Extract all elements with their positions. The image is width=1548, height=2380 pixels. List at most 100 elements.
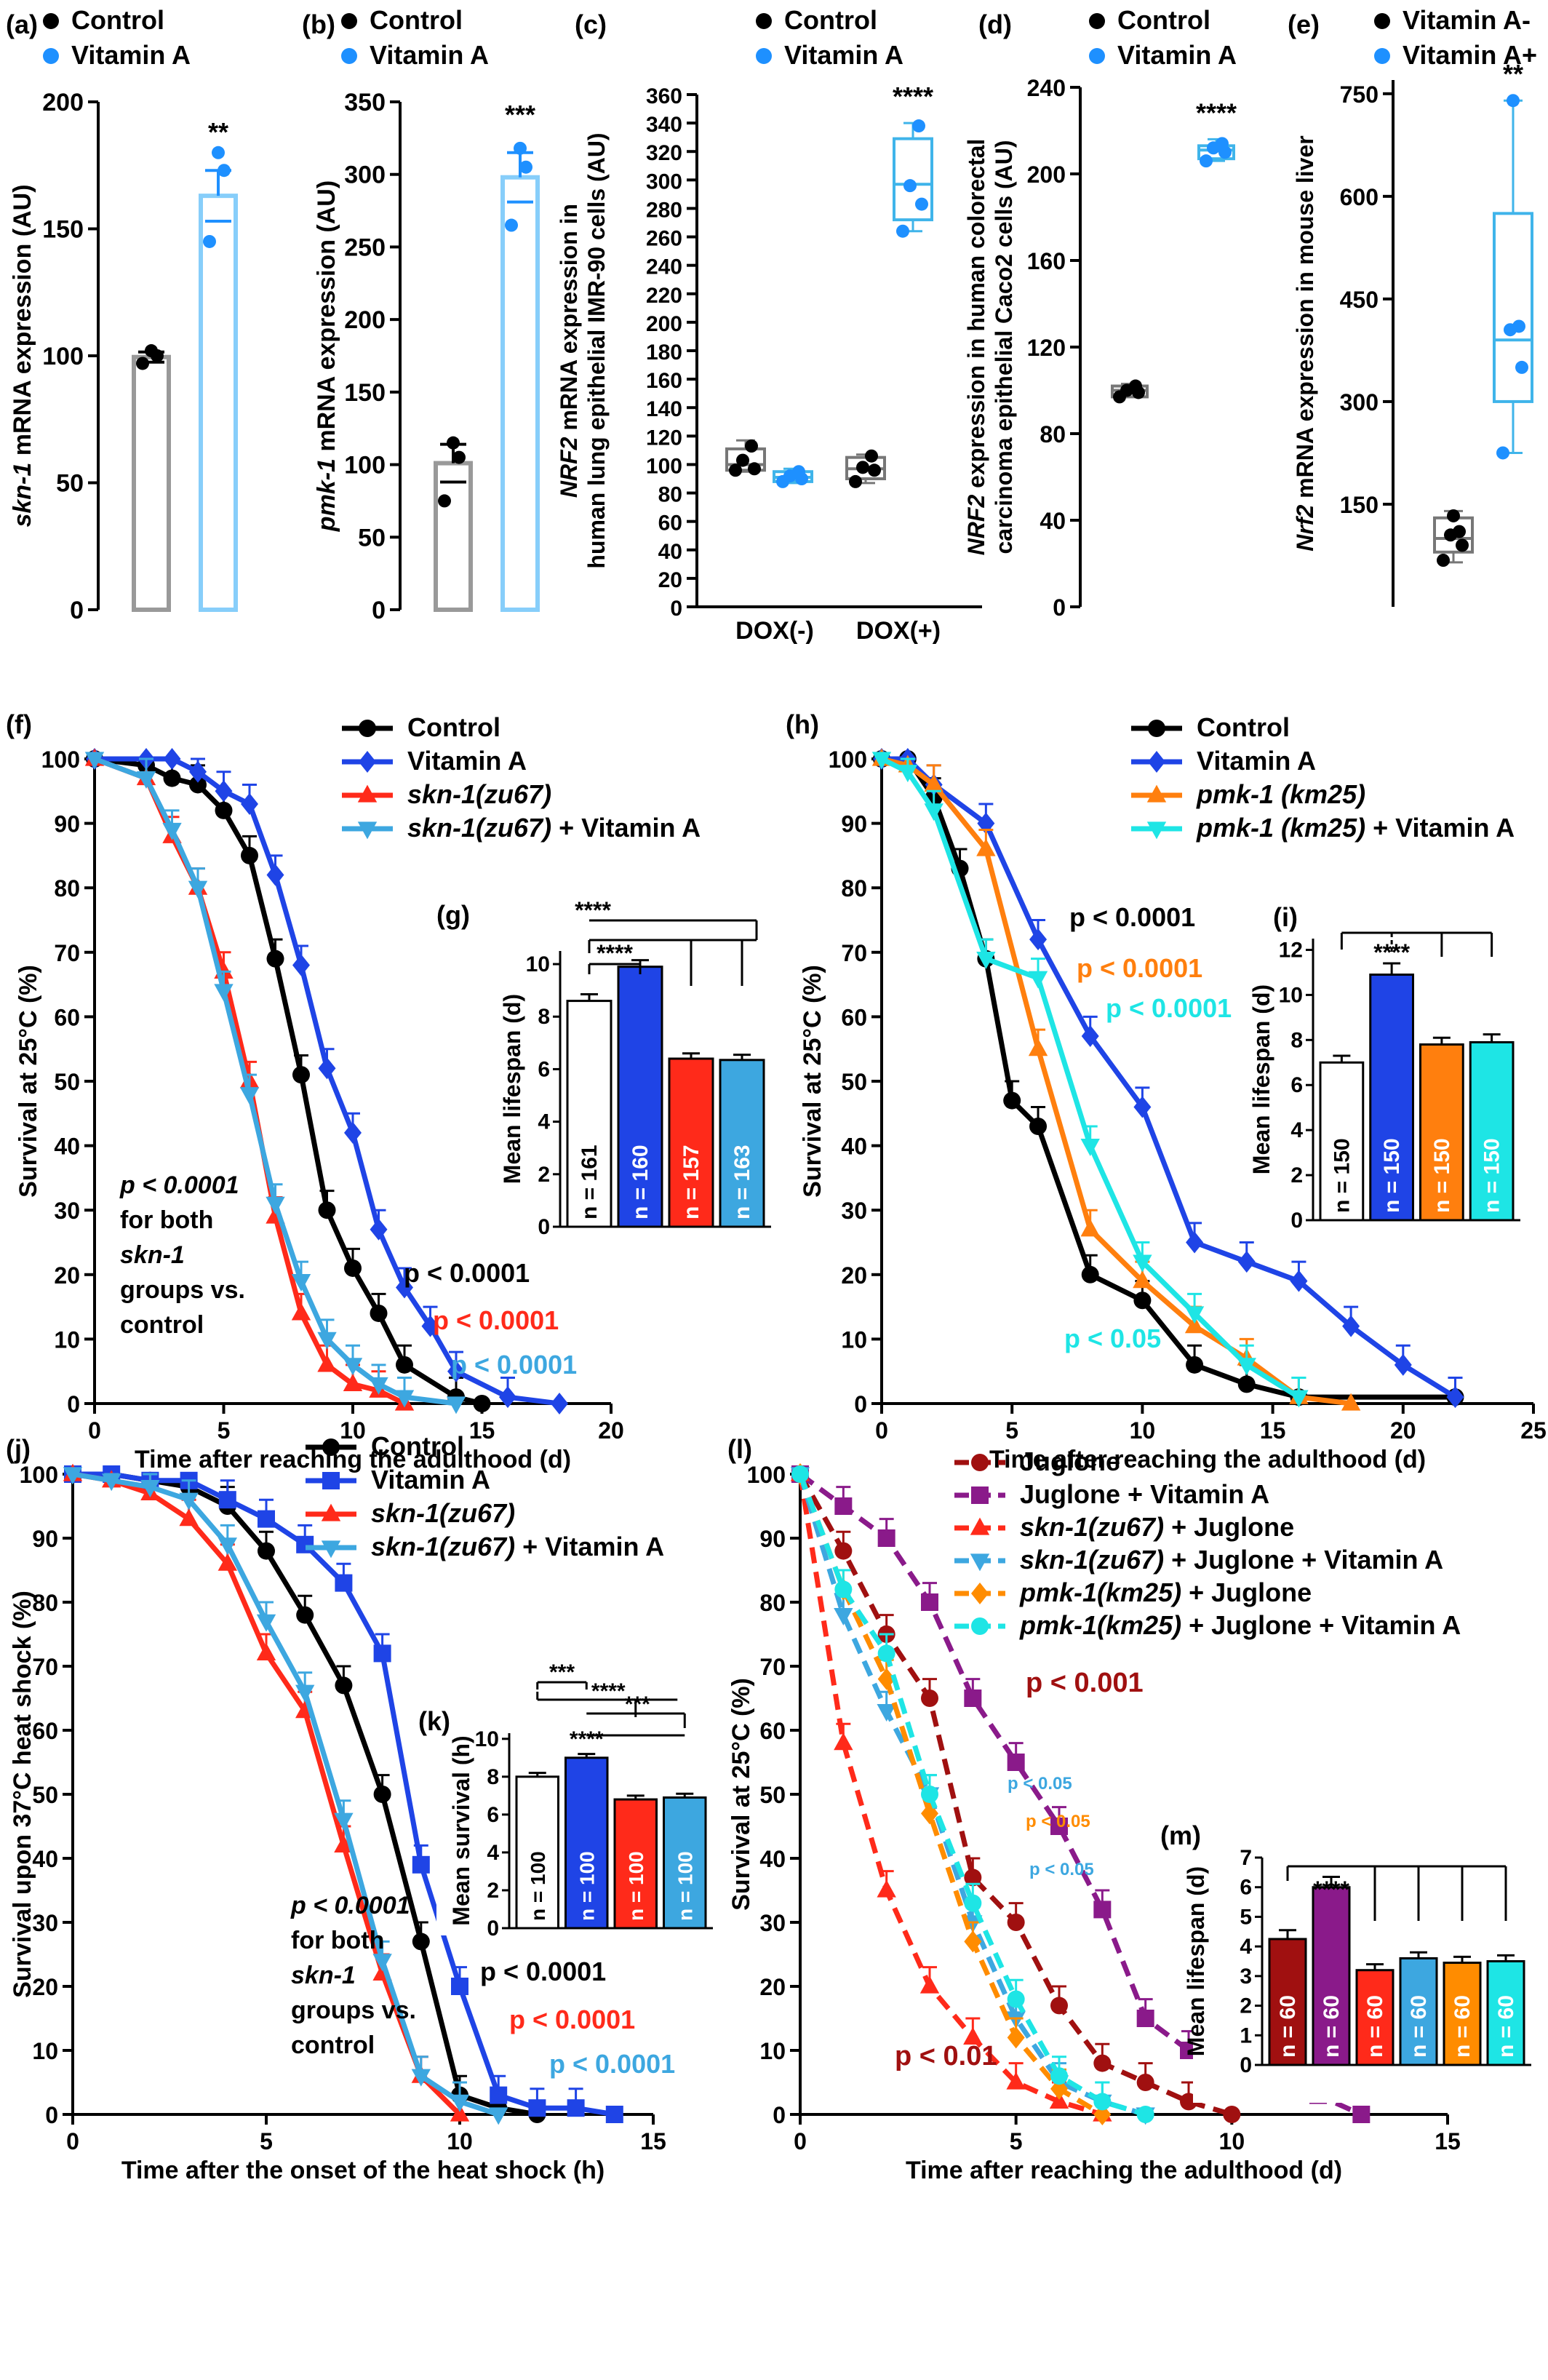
data-point (335, 1676, 353, 1695)
data-point (451, 1978, 468, 1995)
data-point (1133, 1096, 1152, 1118)
y-tick-label: 0 (1240, 2053, 1252, 2077)
bar (1486, 1960, 1525, 2066)
bar (668, 1057, 714, 1228)
x-axis-title: Time after the onset of the heat shock (… (121, 2157, 605, 2184)
data-point (1184, 1316, 1205, 1334)
y-axis-title-line2: carcinoma epithelial Caco2 cells (AU) (991, 140, 1017, 554)
y-tick-label: 40 (841, 1134, 867, 1160)
data-point (1049, 2091, 1069, 2109)
data-point (421, 1315, 439, 1337)
data-point (396, 1276, 413, 1299)
y-tick-label: 180 (646, 341, 682, 365)
legend-marker (322, 1438, 340, 1456)
data-point (849, 474, 862, 488)
data-point (370, 1218, 388, 1241)
bar-n-label: n = 163 (730, 1145, 754, 1219)
data-point (1394, 1353, 1412, 1376)
note-line: control (291, 2031, 375, 2059)
y-tick-label: 360 (646, 84, 682, 108)
legend-entry: Juglone + Vitamin A (1020, 1479, 1269, 1509)
data-point (212, 146, 225, 159)
series-line (797, 1473, 1104, 2117)
y-tick-label: 7 (1240, 1846, 1252, 1870)
data-point (1237, 1375, 1256, 1393)
bar (1355, 1969, 1395, 2066)
data-point (1081, 1265, 1099, 1283)
significance-stars: **** (1373, 939, 1410, 966)
note-line: for both (291, 1927, 384, 1954)
data-point (266, 950, 284, 968)
data-point (1133, 1292, 1152, 1310)
y-tick-label: 80 (841, 875, 867, 902)
data-point (179, 1508, 199, 1527)
bar-n-label: n = 150 (1430, 1138, 1454, 1213)
data-point (1186, 1231, 1204, 1254)
data-point (452, 450, 466, 464)
significance-stars: **** (1196, 97, 1237, 127)
legend-marker (1089, 48, 1105, 64)
data-point (295, 1684, 315, 1703)
data-point (372, 1954, 392, 1972)
y-axis-title: Mean lifespan (d) (1183, 1866, 1209, 2056)
y-axis-title: Survival at 25°C (%) (799, 965, 826, 1198)
note-line: p < 0.0001 (290, 1892, 410, 1919)
data-point (871, 752, 892, 770)
data-point (1050, 1818, 1068, 1835)
data-point (736, 453, 749, 467)
x-tick-label: 15 (640, 2128, 666, 2154)
y-tick-label: 6 (1290, 1073, 1303, 1097)
y-tick-label: 120 (1027, 335, 1066, 361)
y-tick-label: 0 (773, 2102, 786, 2128)
data-point (214, 984, 234, 1002)
data-point (856, 461, 869, 474)
data-point (1007, 2026, 1025, 2049)
data-point (239, 1087, 260, 1105)
y-tick-label: 150 (1340, 492, 1379, 518)
legend-entry: Control (1197, 712, 1290, 742)
data-point (373, 1786, 391, 1803)
data-point (912, 119, 925, 133)
legend-marker (1148, 720, 1165, 737)
panel-label: (g) (436, 900, 470, 930)
data-point (370, 1304, 388, 1322)
legend-entry: skn-1(zu67) (407, 779, 551, 809)
y-tick-label: 40 (759, 1846, 786, 1872)
data-point (1216, 137, 1229, 151)
data-point (292, 954, 310, 976)
y-tick-label: 80 (1040, 421, 1066, 447)
significance-stars: **** (591, 1679, 626, 1703)
y-tick-label: 50 (56, 470, 84, 498)
data-point (215, 801, 233, 819)
y-tick-label: 0 (67, 1391, 80, 1417)
y-tick-label: 30 (759, 1910, 786, 1936)
data-point (291, 1274, 311, 1292)
data-point (1007, 1990, 1025, 2008)
data-point (1080, 1139, 1100, 1156)
bar (1312, 1886, 1351, 2066)
legend-marker (971, 1454, 989, 1471)
panel-label: (h) (786, 709, 819, 739)
y-tick-label: 140 (646, 397, 682, 421)
y-tick-label: 80 (54, 875, 80, 902)
y-tick-label: 340 (646, 113, 682, 137)
data-point (1028, 971, 1048, 989)
data-point (292, 1066, 310, 1084)
data-point (318, 1201, 336, 1219)
data-point (369, 1377, 388, 1395)
x-tick-label: 15 (469, 1417, 495, 1444)
legend-entry: Control (370, 5, 463, 35)
significance-stars: ** (208, 117, 228, 147)
y-tick-label: 300 (646, 170, 682, 194)
y-tick-label: 100 (20, 1462, 58, 1488)
data-point (241, 793, 258, 816)
y-axis-title: Nrf2 mRNA expression in mouse liver (1292, 135, 1318, 551)
y-axis-title: pmk-1 mRNA expression (AU) (313, 180, 340, 532)
y-tick-label: 60 (54, 1004, 80, 1030)
p-value-annotation: p < 0.0001 (1069, 902, 1195, 932)
data-point (1184, 1306, 1205, 1324)
data-point (145, 344, 158, 358)
data-point (868, 463, 881, 477)
data-point (343, 1358, 363, 1376)
y-tick-label: 20 (759, 1974, 786, 2000)
